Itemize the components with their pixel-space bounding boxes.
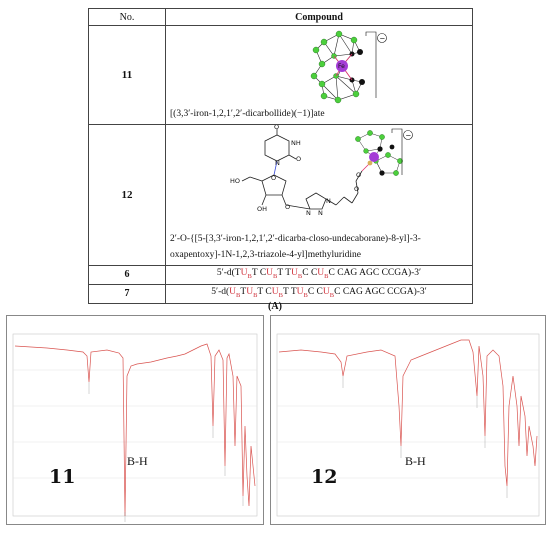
modified-nucleotide: U	[271, 286, 279, 297]
sequence-segment: 5′-d(T	[216, 268, 241, 278]
charge-minus: −	[380, 35, 386, 43]
table-row: 6 5′-d(TUBT CUBT TUBC CUBC CAG AGC CCGA)…	[88, 265, 473, 285]
compound-table: No. Compound 11	[88, 8, 473, 304]
modified-nucleotide: B	[329, 291, 335, 299]
sequence-segment: C C	[307, 286, 323, 297]
table-row: 12	[88, 124, 473, 266]
modified-nucleotide: B	[303, 291, 308, 299]
header-no: No.	[88, 8, 166, 26]
sequence-segment: T	[240, 286, 247, 297]
modified-nucleotide: U	[291, 268, 298, 278]
modified-nucleotide: U	[317, 268, 325, 278]
atom-o: O	[274, 125, 279, 131]
atom-n: N	[306, 209, 311, 217]
atom-n: N	[318, 209, 323, 217]
modified-nucleotide: U	[240, 268, 248, 278]
table-header-row: No. Compound	[88, 8, 473, 26]
sequence-segment: T T	[282, 286, 297, 297]
modified-nucleotide: B	[297, 272, 303, 280]
sequence-segment: T C	[257, 286, 272, 297]
modified-nucleotide: U	[266, 268, 274, 278]
row-no: 11	[88, 25, 166, 125]
compound-name-12-line1: 2′-O-{[5-[3,3′-iron-1,2,1′,2′-dicarba-cl…	[170, 234, 421, 244]
cobalt-bis-dicarbollide-structure-11: Fe −	[310, 30, 387, 104]
compound-name-11: [(3,3′-iron-1,2,1′,2′-dicarbollide)(−1)]…	[170, 109, 325, 119]
band-label-bh: B-H	[127, 454, 148, 468]
atom-n: N	[326, 197, 331, 205]
table-row: 7 5′-d(UBTUBT CUBT TUBC CUBC CAG AGC CCG…	[88, 283, 473, 304]
row-no: 12	[88, 124, 166, 266]
compound-cell: Fe − [(3,3′-iron-1,2,1′,2′-dicarbollide)…	[165, 25, 473, 125]
sequence-segment: C CAG AGC CCGA)-3′	[334, 286, 427, 297]
sequence-segment: 5′-d(	[211, 286, 230, 297]
sequence-segment: T C	[251, 268, 267, 278]
oligo-sequence-7: 5′-d(UBTUBT CUBT TUBC CUBC CAG AGC CCGA)…	[165, 283, 473, 304]
modified-nucleotide: B	[278, 291, 283, 299]
modified-nucleotide: B	[247, 272, 252, 280]
modified-nucleotide: U	[322, 286, 330, 297]
spectrum-label-12: 12	[311, 466, 338, 488]
atom-oh: OH	[257, 205, 267, 213]
modified-nucleotide: U	[246, 286, 254, 297]
row-no: 6	[88, 265, 166, 285]
sequence-segment: C CAG AGC CCGA)-3′	[328, 268, 422, 278]
modified-nucleotide: B	[236, 291, 241, 299]
modified-nucleotide: B	[324, 272, 329, 280]
atom-ho: HO	[230, 177, 240, 185]
sequence-segment: C C	[302, 268, 318, 278]
figure-label: (A)	[268, 301, 282, 312]
table-row: 11 Fe	[88, 25, 473, 125]
uridine-conjugate-structure-12: − O NH O N O HO O OH N N N O O	[230, 125, 413, 217]
ir-spectrum-panel-12: 12 B-H	[270, 315, 546, 525]
compound-name-12-line2: oxapentoxy]-1N-1,2,3-triazole-4-yl]methy…	[170, 250, 361, 260]
modified-nucleotide: B	[273, 272, 278, 280]
header-compound: Compound	[165, 8, 473, 26]
ir-spectrum-11	[12, 333, 258, 522]
oligo-sequence-6: 5′-d(TUBT CUBT TUBC CUBC CAG AGC CCGA)-3…	[165, 265, 473, 285]
spectrum-label-11: 11	[49, 466, 76, 488]
atom-n: N	[275, 159, 280, 167]
fe-label: Fe	[338, 63, 345, 70]
atom-o: O	[296, 155, 301, 163]
ir-spectrum-12	[276, 333, 540, 517]
charge-minus: −	[406, 132, 412, 140]
atom-o: O	[285, 203, 290, 211]
ir-spectrum-panel-11: 11 B-H	[6, 315, 264, 525]
modified-nucleotide: U	[229, 286, 237, 297]
atom-o: O	[354, 185, 359, 193]
atom-o: O	[356, 171, 361, 179]
atom-nh: NH	[291, 139, 301, 147]
compound-cell: − O NH O N O HO O OH N N N O O 2′-O-{[5	[165, 124, 473, 266]
modified-nucleotide: B	[253, 291, 258, 299]
modified-nucleotide: U	[296, 286, 304, 297]
band-label-bh: B-H	[405, 454, 426, 468]
sequence-segment: T T	[277, 268, 292, 278]
atom-o: O	[271, 174, 276, 182]
